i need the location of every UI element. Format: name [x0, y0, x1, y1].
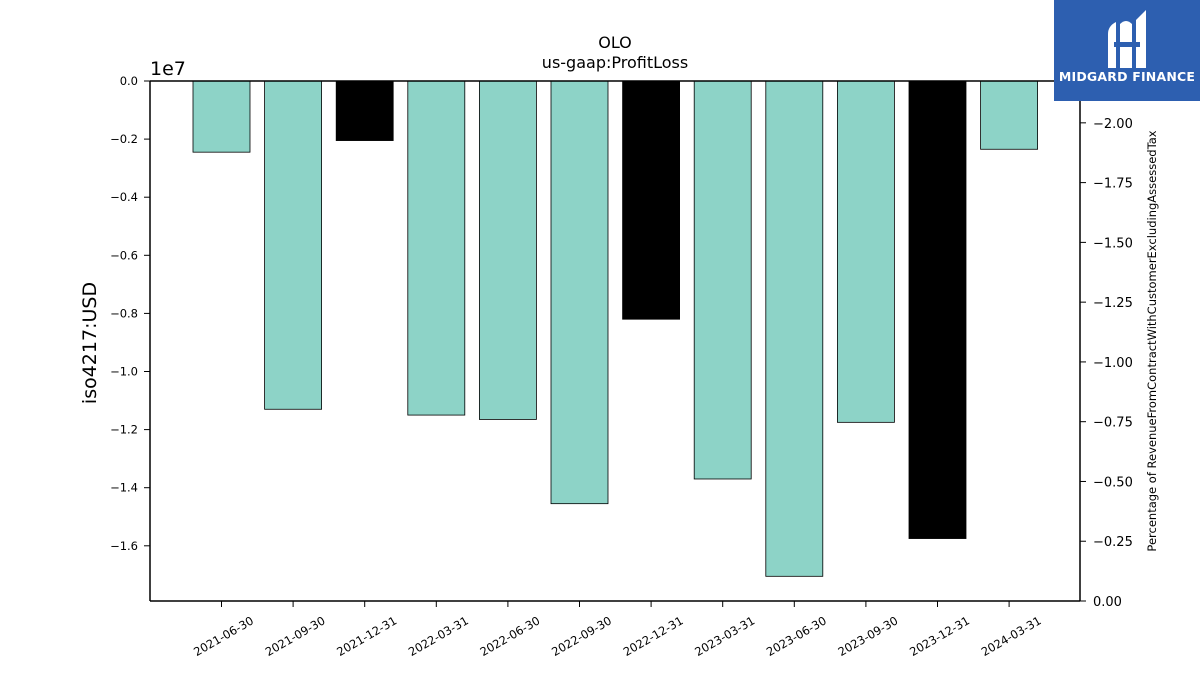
y-offset-label: 1e7 — [150, 58, 186, 80]
y2-tick-label: −0.25 — [1093, 535, 1133, 550]
x-tick-label: 2022-03-31 — [406, 613, 471, 659]
logo: MIDGARD FINANCE — [1054, 0, 1200, 101]
y-tick-label: −0.8 — [110, 306, 138, 320]
y-tick-label: −0.4 — [110, 190, 138, 204]
bar-2021-12-31 — [335, 80, 394, 141]
y2-tick-label: 0.00 — [1093, 595, 1122, 610]
x-tick-label: 2021-06-30 — [191, 613, 256, 659]
y2-tick-label: −0.75 — [1093, 416, 1133, 431]
y-tick-label: −1.4 — [110, 481, 138, 495]
bar-2022-06-30 — [478, 80, 537, 420]
bar-2023-09-30 — [837, 80, 895, 423]
y-axis-label: iso4217:USD — [79, 282, 101, 404]
bar-2023-03-31 — [693, 80, 752, 480]
axes-group: 0.0 −0.2 −0.4 −0.6 −0.8 −1.0 −1.2 −1.4 −1.6 0.00 −… — [110, 74, 1133, 659]
y2-tick-label: −1.25 — [1093, 296, 1133, 311]
x-tick-label: 2021-09-30 — [263, 613, 328, 659]
bar-2024-03-31 — [980, 80, 1038, 150]
y-tick-label: −1.2 — [110, 423, 138, 437]
y-tick-label: −1.0 — [110, 365, 138, 379]
y2-axis-label: Percentage of RevenueFromContractWithCus… — [1145, 130, 1159, 551]
y2-tick-label: −0.50 — [1093, 475, 1133, 490]
x-tick-label: 2021-12-31 — [334, 613, 399, 659]
bar-2022-12-31 — [622, 80, 680, 320]
chart-subtitle: us-gaap:ProfitLoss — [542, 53, 688, 72]
bar-2022-03-31 — [407, 80, 466, 416]
y-tick-label: 0.0 — [120, 74, 138, 88]
bars-group — [192, 80, 1038, 577]
x-tick-label: 2023-06-30 — [764, 613, 829, 659]
x-tick-label: 2022-09-30 — [549, 613, 614, 659]
x-tick-label: 2022-06-30 — [478, 613, 543, 659]
x-tick-label: 2023-03-31 — [692, 613, 757, 659]
y2-tick-label: −1.00 — [1093, 356, 1133, 371]
y2-tick-label: −2.00 — [1093, 117, 1133, 132]
x-tick-label: 2022-12-31 — [621, 613, 686, 659]
bar-2022-09-30 — [550, 80, 609, 505]
y-tick-label: −1.6 — [110, 539, 138, 553]
y2-tick-label: −1.50 — [1093, 236, 1133, 251]
bar-2021-09-30 — [264, 80, 323, 410]
bar-2023-06-30 — [765, 80, 824, 577]
y-tick-label: −0.6 — [110, 248, 138, 262]
x-tick-label: 2023-09-30 — [836, 613, 901, 659]
y-tick-label: −0.2 — [110, 132, 138, 146]
y2-tick-label: −1.75 — [1093, 177, 1133, 192]
chart-title: OLO — [598, 33, 632, 52]
bar-2023-12-31 — [908, 80, 967, 539]
midgard-logo-icon — [1108, 10, 1146, 68]
logo-text: MIDGARD FINANCE — [1058, 69, 1196, 84]
bar-2021-06-30 — [192, 80, 251, 153]
x-tick-label: 2023-12-31 — [907, 613, 972, 659]
x-tick-label: 2024-03-31 — [979, 613, 1044, 659]
